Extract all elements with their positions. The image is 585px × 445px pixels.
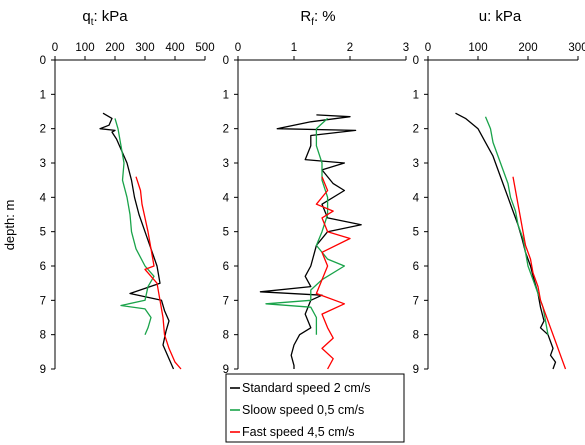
panel-qt-title-sub: t bbox=[91, 17, 94, 28]
u-x-tick-label: 100 bbox=[468, 42, 487, 54]
qt-y-tick-label: 1 bbox=[40, 89, 46, 101]
rf-y-tick-label: 1 bbox=[223, 89, 229, 101]
rf-y-tick-label: 8 bbox=[223, 330, 229, 342]
panel-rf: 0 1 2 3 0 1 2 3 4 5 6 7 8 9 bbox=[223, 42, 410, 376]
u-y-tick-label: 6 bbox=[413, 261, 419, 273]
qt-y-tick-label: 8 bbox=[40, 330, 46, 342]
u-x-tick-label: 0 bbox=[425, 42, 431, 54]
rf-y-tick-label: 6 bbox=[223, 261, 229, 273]
qt-series-standard bbox=[99, 112, 175, 370]
qt-x-tick-label: 200 bbox=[105, 42, 124, 54]
legend-label-fast: Fast speed 4,5 cm/s bbox=[242, 425, 355, 439]
u-y-tick-label: 3 bbox=[413, 158, 419, 170]
legend-label-slow: Sloow speed 0,5 cm/s bbox=[242, 403, 364, 417]
panel-qt: 0 100 200 300 400 500 0 1 2 3 4 5 6 7 8 9 bbox=[40, 42, 215, 376]
panel-u: 0 100 200 300 0 1 2 3 4 5 6 7 8 9 bbox=[413, 42, 585, 376]
u-y-tick-label: 7 bbox=[413, 295, 419, 307]
rf-y-tick-label: 0 bbox=[223, 55, 229, 67]
panel-rf-title-rest: : % bbox=[314, 8, 336, 25]
qt-y-tick-label: 4 bbox=[40, 192, 47, 204]
qt-x-tick-label: 300 bbox=[135, 42, 154, 54]
u-y-tick-label: 4 bbox=[413, 192, 420, 204]
u-y-tick-label: 9 bbox=[413, 364, 419, 376]
y-axis-label: depth: m bbox=[2, 200, 17, 251]
panel-rf-title-sub: f bbox=[311, 17, 314, 28]
u-y-tick-label: 5 bbox=[413, 227, 419, 239]
u-series-slow bbox=[484, 116, 549, 335]
u-y-tick-label: 1 bbox=[413, 89, 419, 101]
rf-y-tick-label: 9 bbox=[223, 364, 229, 376]
rf-x-tick-label: 3 bbox=[403, 42, 409, 54]
panel-u-title-main: u: kPa bbox=[479, 8, 522, 25]
panel-qt-title: qt: kPa bbox=[82, 8, 128, 28]
qt-y-tick-label: 2 bbox=[40, 124, 46, 136]
u-series-standard bbox=[455, 112, 557, 370]
rf-y-tick-label: 2 bbox=[223, 124, 229, 136]
qt-x-tick-label: 0 bbox=[52, 42, 58, 54]
u-y-tick-label: 8 bbox=[413, 330, 419, 342]
rf-y-tick-label: 4 bbox=[223, 192, 230, 204]
u-x-tick-label: 200 bbox=[518, 42, 537, 54]
legend-label-standard: Standard speed 2 cm/s bbox=[242, 381, 371, 395]
u-y-tick-label: 2 bbox=[413, 124, 419, 136]
qt-y-tick-label: 9 bbox=[40, 364, 46, 376]
u-y-tick-label: 0 bbox=[413, 55, 419, 67]
rf-series-slow bbox=[265, 117, 346, 335]
qt-y-tick-label: 5 bbox=[40, 227, 46, 239]
legend: Standard speed 2 cm/s Sloow speed 0,5 cm… bbox=[225, 373, 405, 443]
qt-x-tick-label: 400 bbox=[165, 42, 184, 54]
panel-rf-title-main: R bbox=[300, 8, 311, 25]
qt-y-tick-label: 6 bbox=[40, 261, 46, 273]
qt-series-slow bbox=[114, 118, 155, 335]
u-x-tick-label: 300 bbox=[568, 42, 585, 54]
qt-series-fast bbox=[135, 176, 182, 370]
rf-y-tick-label: 7 bbox=[223, 295, 229, 307]
panel-qt-title-rest: : kPa bbox=[93, 8, 128, 25]
rf-series-standard bbox=[259, 114, 362, 369]
rf-x-tick-label: 2 bbox=[347, 42, 353, 54]
panel-qt-title-main: q bbox=[82, 8, 90, 25]
rf-x-tick-label: 1 bbox=[291, 42, 297, 54]
rf-y-tick-label: 3 bbox=[223, 158, 229, 170]
qt-y-tick-label: 7 bbox=[40, 295, 46, 307]
panel-u-title: u: kPa bbox=[479, 8, 522, 25]
qt-y-tick-label: 0 bbox=[40, 55, 46, 67]
legend-box bbox=[225, 373, 405, 443]
qt-x-tick-label: 100 bbox=[75, 42, 94, 54]
qt-x-tick-label: 500 bbox=[195, 42, 214, 54]
rf-x-tick-label: 0 bbox=[235, 42, 241, 54]
u-series-fast bbox=[512, 176, 567, 370]
qt-y-tick-label: 3 bbox=[40, 158, 46, 170]
rf-y-tick-label: 5 bbox=[223, 227, 229, 239]
rf-series-fast bbox=[315, 176, 351, 370]
panel-rf-title: Rf: % bbox=[300, 8, 335, 28]
